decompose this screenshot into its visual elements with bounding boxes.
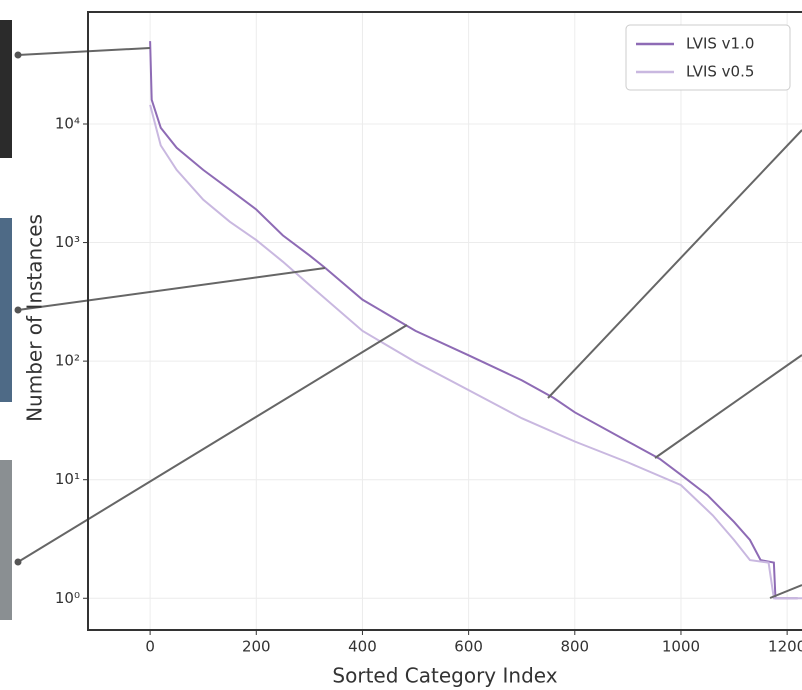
x-axis-label: Sorted Category Index: [332, 664, 557, 688]
y-tick-label: 10⁴: [55, 114, 80, 132]
x-tick-label: 1000: [662, 638, 700, 656]
y-axis-label: Number of Instances: [23, 214, 47, 422]
callout-line: [17, 324, 408, 563]
grid: [88, 12, 802, 630]
callout-line: [654, 354, 802, 459]
y-tick-label: 10⁰: [55, 589, 80, 607]
plot-frame: [87, 11, 802, 631]
callout-line: [769, 584, 802, 599]
callout-line: [17, 47, 151, 56]
series-line: [149, 41, 798, 600]
legend-box: [625, 24, 791, 91]
x-tick-label: 800: [560, 638, 589, 656]
x-tick-label: 600: [454, 638, 483, 656]
x-tick-label: 1200: [768, 638, 802, 656]
callout-dot: [14, 51, 22, 59]
photo-strip: [0, 218, 12, 402]
callout-dot: [14, 558, 22, 566]
legend-label: LVIS v1.0: [686, 35, 754, 53]
callout-dot: [14, 306, 22, 314]
x-tick-label: 400: [348, 638, 377, 656]
y-tick-label: 10²: [55, 352, 80, 370]
series-lines: [149, 41, 802, 600]
y-tick-label: 10³: [55, 233, 80, 251]
legend: LVIS v1.0 LVIS v0.5: [625, 24, 791, 91]
photo-strip: [0, 20, 12, 158]
photo-strip: [0, 460, 12, 620]
callout-line: [547, 129, 802, 399]
callouts: [14, 47, 802, 599]
x-tick-label: 200: [242, 638, 271, 656]
legend-label: LVIS v0.5: [686, 63, 754, 81]
series-line: [149, 104, 802, 600]
x-tick-label: 0: [145, 638, 155, 656]
callout-line: [17, 267, 326, 311]
y-tick-label: 10¹: [55, 470, 80, 488]
